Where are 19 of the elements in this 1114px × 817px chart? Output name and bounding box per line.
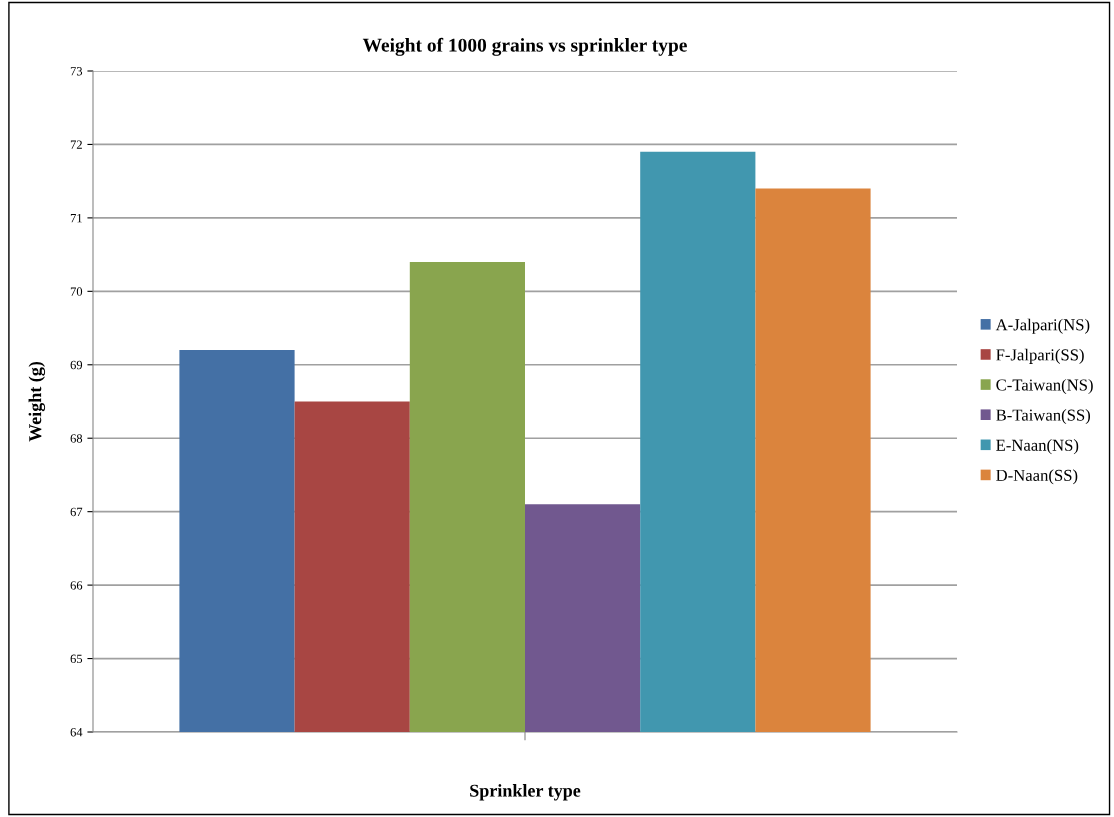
legend-label: F-Jalpari(SS) [996,348,1084,364]
x-axis-title: Sprinkler type [470,784,581,801]
y-tick-label: 67 [70,507,83,517]
y-axis-title: Weight (g) [28,361,46,442]
y-tick-label: 68 [70,434,83,443]
y-tick-label: 71 [70,213,82,223]
chart-title: Weight of 1000 grains vs sprinkler type [362,37,687,56]
y-tick-label: 73 [70,67,83,76]
y-tick-label: 64 [70,728,83,737]
y-tick-label: 66 [70,581,83,590]
y-tick-label: 69 [70,360,83,370]
legend-label: E-Naan(NS) [996,439,1079,455]
legend-label: A-Jalpari(NS) [995,318,1090,334]
legend-label: B-Taiwan(SS) [996,409,1091,425]
y-tick-label: 72 [70,140,82,149]
y-tick-label: 65 [70,654,83,664]
legend-label: C-Taiwan(NS) [996,378,1093,394]
legend-label: D-Naan(SS) [996,469,1078,485]
y-tick-label: 70 [70,287,83,296]
